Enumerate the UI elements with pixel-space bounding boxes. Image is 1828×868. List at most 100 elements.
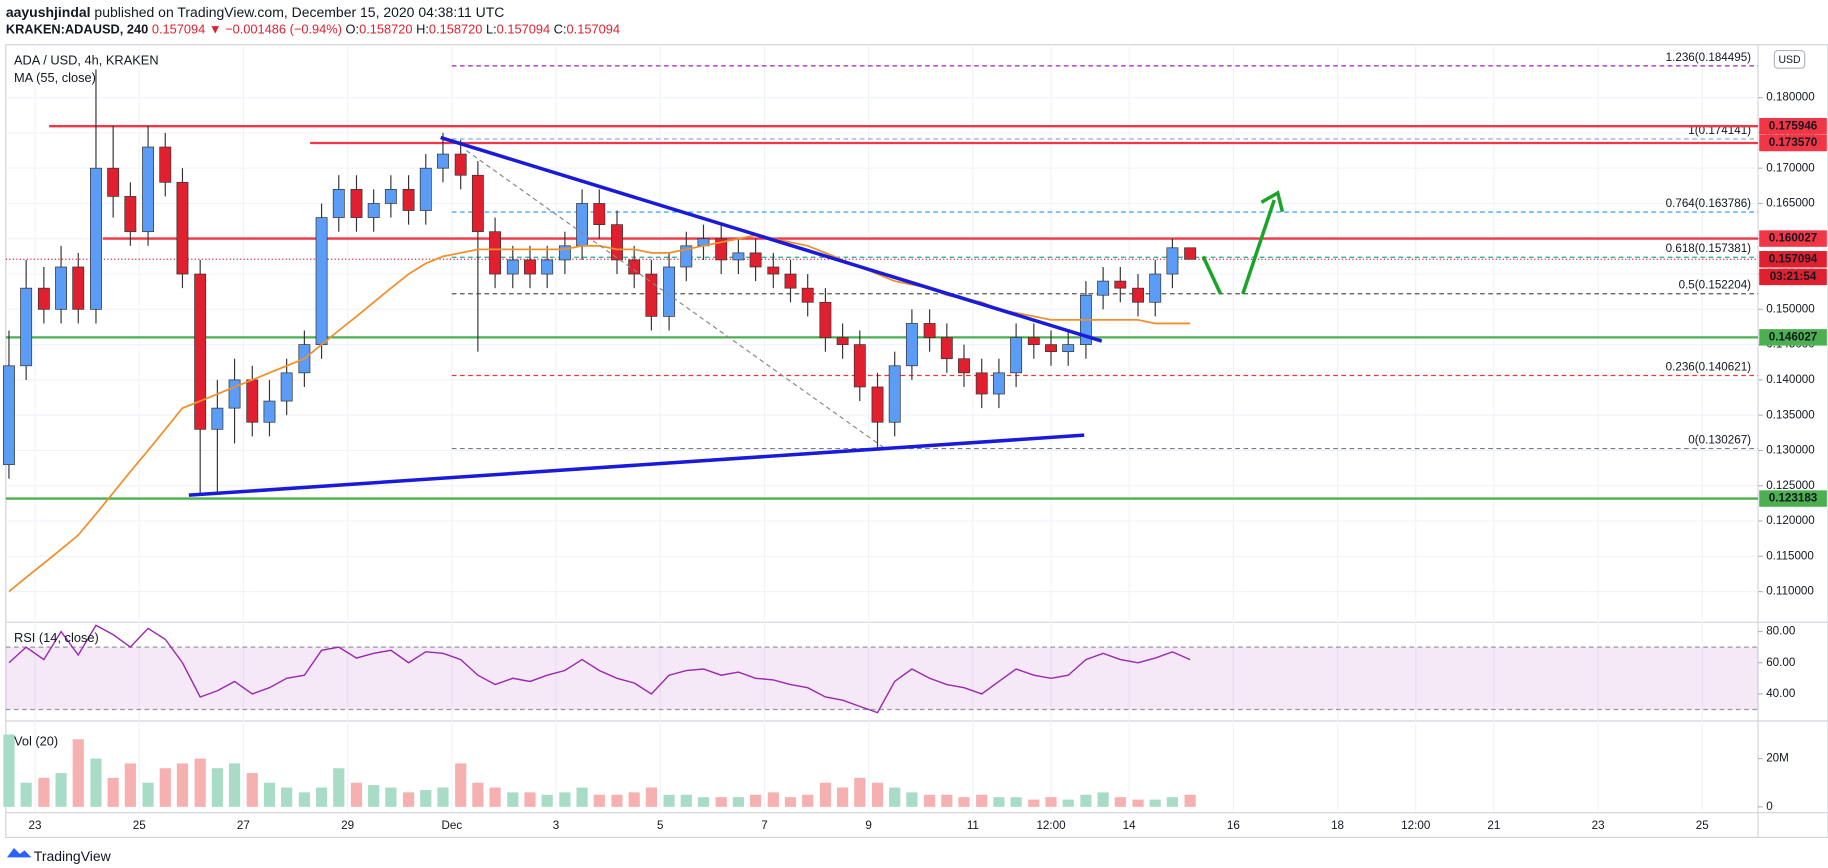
candle-body	[1166, 247, 1179, 275]
candle-body	[3, 365, 15, 465]
volume-bar	[784, 797, 797, 807]
arrow-head	[1260, 190, 1285, 213]
volume-bar	[420, 789, 432, 807]
volume-bar	[55, 773, 67, 807]
trend-line	[440, 135, 1103, 343]
candle-body	[437, 153, 449, 169]
y-tick-label: 0.170000	[1766, 161, 1815, 174]
y-tick-label: 0.125000	[1766, 479, 1815, 492]
x-tick-label: 12:00	[1401, 819, 1431, 832]
volume-bar	[645, 787, 657, 807]
volume-bar	[767, 792, 779, 807]
volume-bar	[819, 782, 831, 807]
candle-body	[176, 181, 189, 275]
volume-bar	[837, 787, 849, 807]
candle-body	[1132, 287, 1144, 303]
marks	[3, 69, 1197, 807]
candle-body	[506, 259, 519, 275]
symbol: KRAKEN:ADAUSD, 240	[6, 22, 148, 37]
y-tick-label: 0.140000	[1766, 373, 1815, 386]
volume-bar	[281, 787, 293, 807]
price-box	[1759, 230, 1827, 247]
price-box	[1759, 251, 1827, 268]
x-tick-label: 14	[1123, 819, 1136, 832]
volume-bar	[472, 782, 484, 807]
price-box	[1759, 490, 1827, 507]
overlays: 1.236(0.184495)1(0.174141)0.764(0.163786…	[5, 51, 1759, 711]
candle-body	[1062, 344, 1075, 353]
candle-body	[819, 301, 832, 338]
candle-body	[72, 266, 85, 310]
published: published on TradingView.com, December 1…	[91, 4, 505, 20]
candle-body	[159, 146, 172, 183]
fib-label: 0.236(0.140621)	[1666, 360, 1752, 373]
currency-button[interactable]	[1773, 49, 1806, 69]
volume-bar	[958, 797, 970, 807]
x-tick-label: 27	[237, 819, 250, 832]
publish-line: aayushjindal published on TradingView.co…	[6, 4, 505, 20]
candle-body	[853, 344, 866, 388]
candle-body	[1149, 273, 1162, 303]
candle-body	[905, 323, 918, 367]
candle-body	[975, 372, 988, 395]
volume-bar	[298, 792, 310, 807]
volume-bar	[593, 794, 605, 807]
candle-body	[280, 372, 293, 402]
fib-label: 0(0.130267)	[1688, 433, 1751, 446]
volume-bar	[906, 792, 918, 807]
candle-body	[801, 287, 814, 303]
candle-body	[489, 231, 502, 275]
arrow-path	[1241, 199, 1276, 295]
candle-body	[350, 189, 363, 218]
x-tick-label: 23	[29, 819, 42, 832]
candle-body	[402, 189, 415, 211]
x-tick-label: 25	[1696, 819, 1709, 832]
candle-body	[524, 259, 536, 275]
candle-body	[749, 252, 762, 268]
rsi-band	[5, 647, 1759, 710]
price-box	[1759, 117, 1827, 135]
grid	[5, 44, 1759, 812]
price-box-label: 0.173570	[1769, 136, 1818, 149]
volume-bar	[541, 794, 553, 807]
countdown-label: 03:21:54	[1770, 270, 1817, 283]
candle-body	[263, 400, 276, 423]
volume-bar	[976, 794, 988, 807]
candle-body	[732, 252, 745, 261]
x-tick-label: 9	[865, 819, 871, 832]
currency-label: USD	[1778, 54, 1801, 66]
volume-bar	[72, 739, 84, 807]
ma-legend: MA (55, close)	[14, 70, 96, 85]
candle-body	[958, 358, 970, 374]
volume-bar	[1184, 794, 1196, 807]
x-tick-label: 7	[761, 819, 767, 832]
quote-value: 0.158720	[359, 22, 412, 37]
candle-body	[940, 337, 953, 360]
volume-bar	[368, 785, 380, 807]
x-tick-label: 21	[1487, 819, 1500, 832]
candle-body	[836, 337, 849, 345]
rsi-tick-label: 40.00	[1766, 687, 1796, 700]
candle-body	[923, 323, 936, 338]
volume-bar	[507, 792, 519, 807]
volume-bar	[142, 782, 154, 807]
volume-bar	[1114, 797, 1126, 807]
candle-body	[680, 245, 693, 268]
candle-body	[194, 273, 207, 430]
rsi-tick-label: 60.00	[1766, 656, 1796, 669]
volume-bar	[315, 787, 328, 807]
x-tick-label: 5	[657, 819, 664, 832]
fib-label: 0.5(0.152204)	[1679, 279, 1752, 292]
candle-body	[384, 189, 397, 204]
drawings	[188, 135, 1285, 497]
candle-body	[871, 386, 884, 423]
fib-label: 0.618(0.157381)	[1666, 242, 1752, 255]
y-tick-label: 0.150000	[1766, 302, 1815, 315]
volume-bar	[38, 777, 50, 807]
x-tick-label: 29	[341, 819, 354, 832]
volume-bar	[211, 768, 223, 807]
y-tick-label: 0.130000	[1766, 444, 1815, 457]
x-tick-label: 23	[1592, 819, 1605, 832]
volume-bar	[924, 794, 936, 807]
